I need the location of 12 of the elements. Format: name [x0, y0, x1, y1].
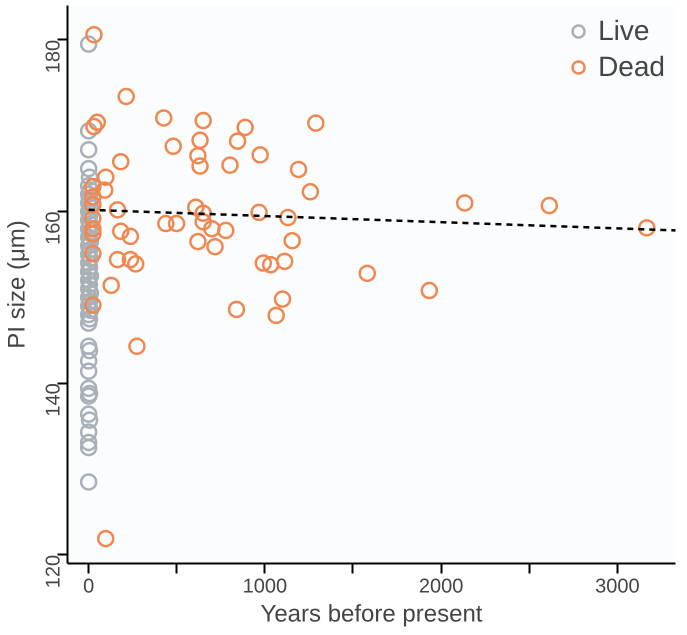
y-tick-label: 120 — [42, 554, 64, 588]
y-tick-label: 180 — [42, 40, 64, 74]
legend-label: Dead — [598, 51, 665, 83]
x-tick-label: 2000 — [418, 576, 464, 598]
y-axis-title: PI size (μm) — [4, 220, 30, 349]
x-axis-title: Years before present — [260, 600, 483, 628]
legend-label: Live — [598, 15, 650, 47]
x-tick-label: 0 — [83, 576, 94, 598]
x-tick-label: 1000 — [242, 576, 288, 598]
y-tick-label: 140 — [42, 383, 64, 417]
y-tick-label: 160 — [42, 212, 64, 245]
x-tick-label: 3000 — [595, 576, 640, 598]
